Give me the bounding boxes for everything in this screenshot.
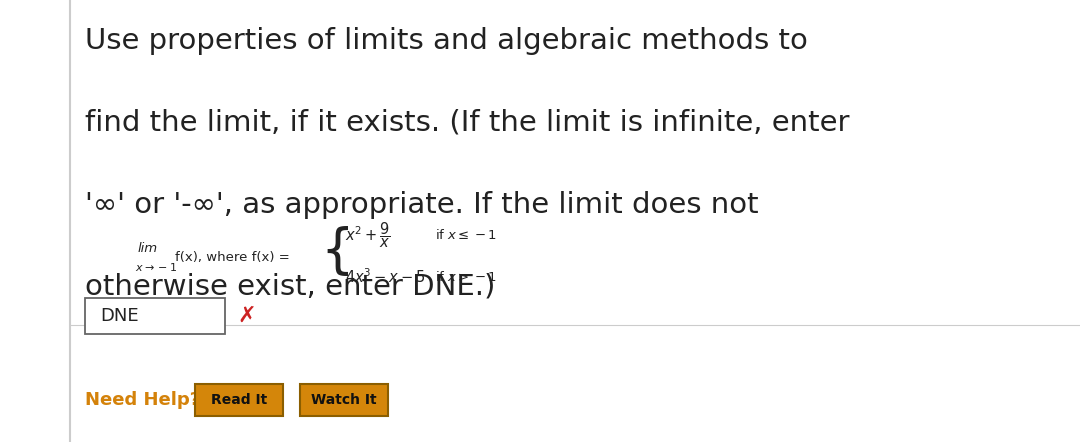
FancyBboxPatch shape <box>300 384 388 416</box>
Text: $4x^3 - x - 5$: $4x^3 - x - 5$ <box>345 268 426 286</box>
Text: $x \to -1$: $x \to -1$ <box>135 261 177 273</box>
Text: if $x \leq -1$: if $x \leq -1$ <box>435 228 497 242</box>
Text: $x^2 + \dfrac{9}{x}$: $x^2 + \dfrac{9}{x}$ <box>345 220 391 250</box>
Text: lim: lim <box>138 243 158 255</box>
Text: if $x > -1$: if $x > -1$ <box>435 270 497 284</box>
Text: {: { <box>320 226 353 278</box>
Text: find the limit, if it exists. (If the limit is infinite, enter: find the limit, if it exists. (If the li… <box>85 109 850 137</box>
FancyBboxPatch shape <box>195 384 283 416</box>
Text: DNE: DNE <box>100 307 138 325</box>
Text: f(x), where f(x) =: f(x), where f(x) = <box>175 251 289 263</box>
Text: '∞' or '-∞', as appropriate. If the limit does not: '∞' or '-∞', as appropriate. If the limi… <box>85 191 758 219</box>
FancyBboxPatch shape <box>85 298 225 334</box>
Text: Read It: Read It <box>211 393 267 407</box>
Text: Need Help?: Need Help? <box>85 391 200 409</box>
Text: Use properties of limits and algebraic methods to: Use properties of limits and algebraic m… <box>85 27 808 55</box>
Text: Watch It: Watch It <box>311 393 377 407</box>
Text: otherwise exist, enter DNE.): otherwise exist, enter DNE.) <box>85 273 496 301</box>
Text: ✗: ✗ <box>238 306 256 326</box>
